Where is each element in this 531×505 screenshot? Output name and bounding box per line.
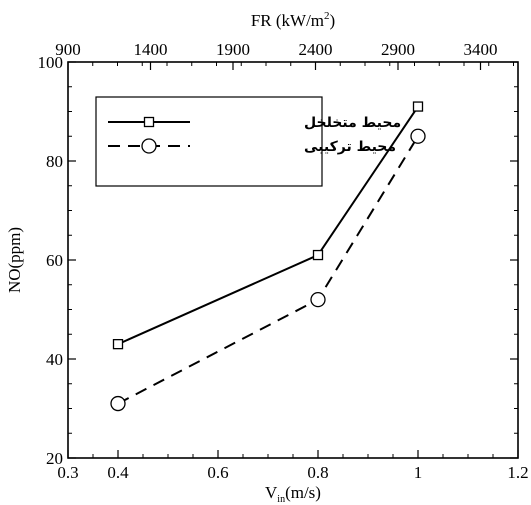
legend-2-label: محیط ترکیبی — [304, 139, 396, 155]
x-tick-label: 1.2 — [507, 463, 528, 482]
x-tick-label: 1 — [414, 463, 423, 482]
legend-1-marker — [143, 116, 155, 128]
series-1-point — [412, 101, 424, 112]
top-tick-label: 1900 — [216, 40, 250, 59]
legend-1-label: محیط متخلخل — [304, 115, 401, 131]
legend: محیط متخلخل محیط ترکیبی — [95, 96, 401, 187]
x-axis-title: Vin(m/s) — [265, 483, 321, 505]
top-tick-label: 2400 — [299, 40, 333, 59]
legend-2-marker — [141, 138, 157, 154]
x-tick-label: 0.6 — [207, 463, 228, 482]
x-tick-label: 0.4 — [107, 463, 129, 482]
y-tick-label: 100 — [38, 53, 64, 72]
x-axis-title-main: V — [265, 483, 278, 502]
series-1-point — [312, 249, 324, 261]
x-axis-title-unit: (m/s) — [285, 483, 321, 502]
series-1-point — [112, 338, 124, 350]
series-group — [110, 101, 426, 412]
top-axis-title-main: FR (kW/m — [251, 11, 324, 30]
y-tick-label: 60 — [46, 251, 63, 270]
top-axis-title-end: ) — [330, 11, 336, 30]
series-2-point — [310, 291, 326, 308]
top-tick-label: 1400 — [134, 40, 168, 59]
top-tick-label: 3400 — [464, 40, 498, 59]
x-tick-label: 0.8 — [307, 463, 328, 482]
x-axis-title-subscript: in — [277, 494, 285, 505]
x-tick-label: 0.3 — [57, 463, 78, 482]
axes: 0.3 0.4 0.6 0.8 1 1.2 900 1400 1900 2400 2900 3400 2… — [5, 10, 529, 505]
top-tick-label: 900 — [55, 40, 81, 59]
y-axis-title: NO(ppm) — [5, 227, 24, 293]
top-tick-label: 2900 — [381, 40, 415, 59]
series-2-point — [410, 128, 426, 144]
top-axis-title: FR (kW/m2) — [251, 10, 335, 30]
top-axis-title-superscript: 2 — [324, 10, 330, 22]
y-tick-label: 40 — [46, 350, 63, 369]
y-tick-label: 80 — [46, 152, 63, 171]
y-tick-label: 20 — [46, 449, 63, 468]
series-2-point — [110, 395, 126, 412]
legend-box — [95, 96, 323, 187]
